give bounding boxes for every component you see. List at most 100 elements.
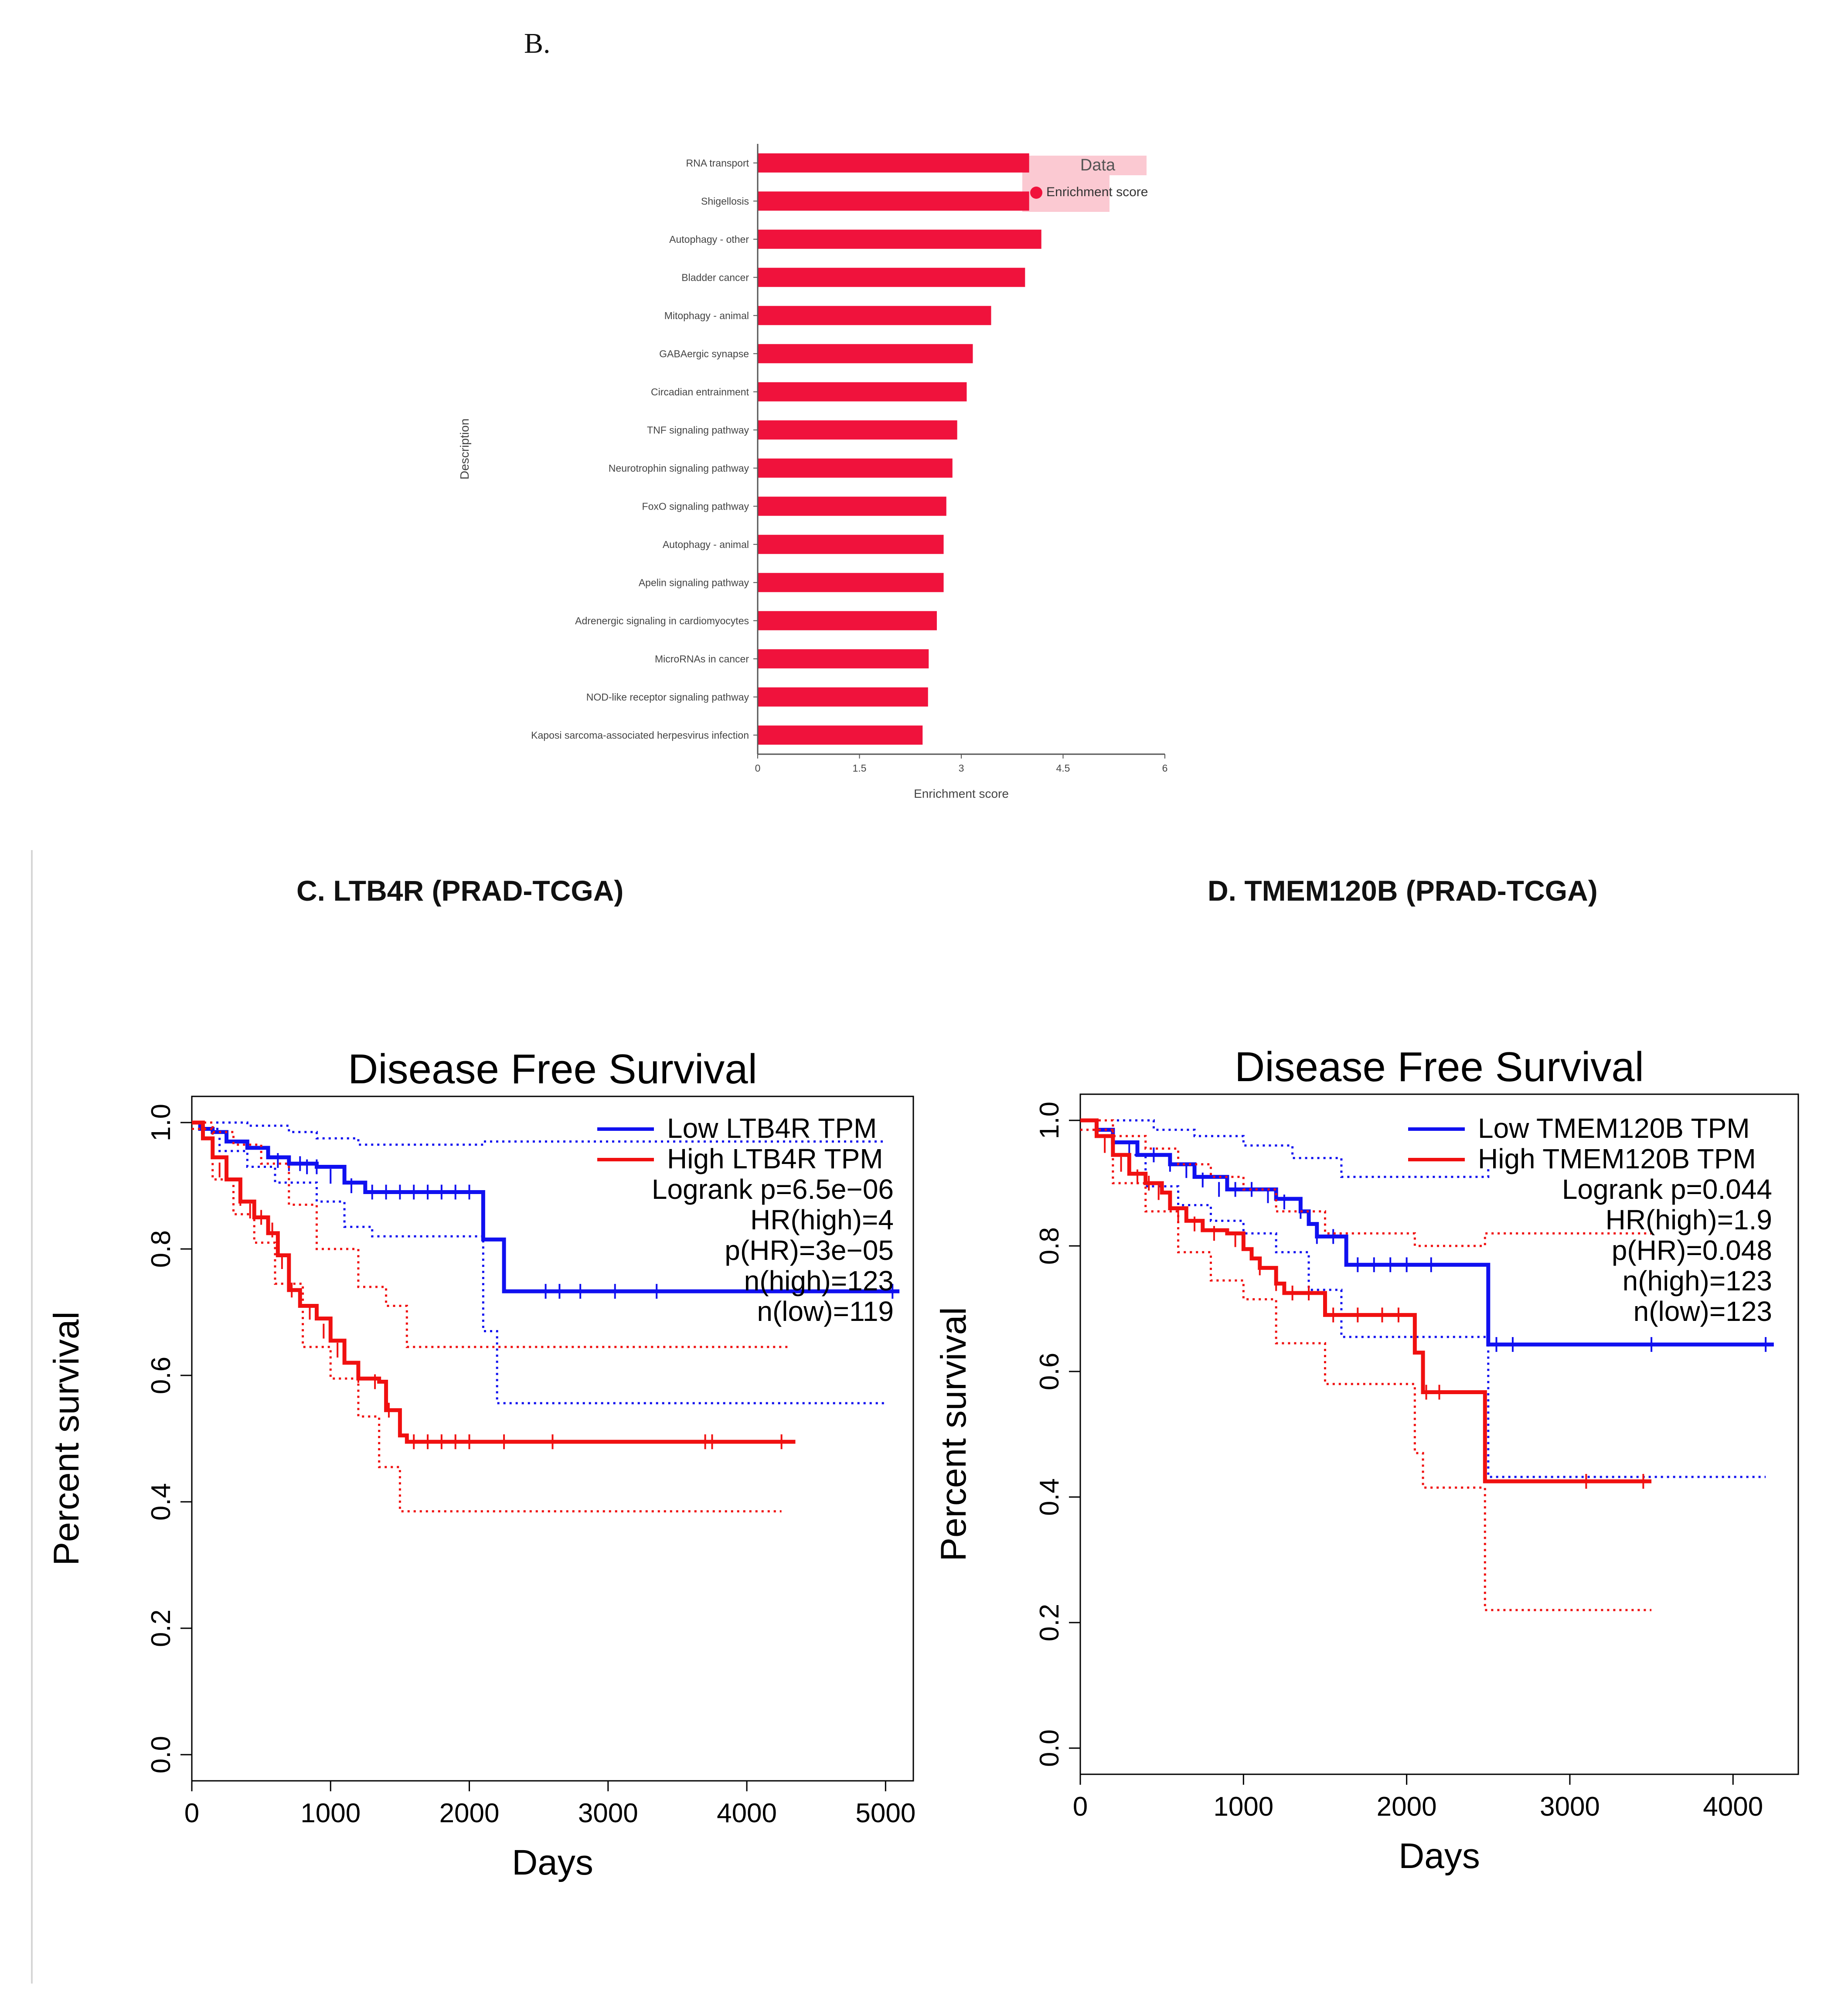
- high-survival-curve: [192, 1120, 796, 1444]
- category-label: Mitophagy - animal: [664, 310, 749, 321]
- x-tick-label: 5000: [855, 1798, 915, 1828]
- x-tick-label: 0: [184, 1798, 199, 1828]
- bar: [758, 725, 923, 745]
- legend-marker: [1030, 187, 1042, 199]
- stats-text: Logrank p=6.5e−06: [652, 1174, 894, 1205]
- low-lower-ci-line: [192, 1128, 886, 1405]
- plot-title: Disease Free Survival: [1235, 1044, 1644, 1090]
- left-divider-line: [31, 850, 33, 1984]
- category-label: TNF signaling pathway: [647, 424, 749, 436]
- high-lower-ci-line: [1080, 1129, 1652, 1611]
- bar: [758, 458, 953, 478]
- bar: [758, 306, 991, 325]
- legend-title: Data: [1080, 156, 1116, 174]
- legend-label: High TMEM120B TPM: [1478, 1143, 1756, 1174]
- category-label: Bladder cancer: [681, 272, 749, 283]
- panel-c-title: C. LTB4R (PRAD-TCGA): [296, 875, 624, 907]
- panel-d-title: D. TMEM120B (PRAD-TCGA): [1208, 875, 1598, 907]
- y-tick-label: 0.0: [146, 1736, 176, 1773]
- y-tick-label: 0.0: [1035, 1729, 1065, 1767]
- y-tick-label: 0.4: [146, 1483, 176, 1521]
- x-tick-label: 6: [1162, 762, 1168, 774]
- category-label: GABAergic synapse: [659, 348, 749, 359]
- high-lower-ci-line: [192, 1128, 782, 1513]
- stats-text: n(low)=123: [1634, 1296, 1772, 1327]
- category-label: Circadian entrainment: [651, 386, 749, 398]
- bar: [758, 268, 1025, 287]
- stats-text: p(HR)=3e−05: [725, 1235, 894, 1266]
- x-tick-label: 3: [959, 762, 964, 774]
- stats-text: n(high)=123: [1623, 1265, 1772, 1296]
- category-label: Adrenergic signaling in cardiomyocytes: [575, 615, 749, 626]
- x-tick-label: 1.5: [853, 762, 867, 774]
- stats-text: p(HR)=0.048: [1612, 1235, 1772, 1266]
- plot-frame: [1079, 1093, 1799, 1775]
- stats-text: n(high)=123: [744, 1265, 894, 1296]
- stats-text: HR(high)=4: [750, 1204, 894, 1235]
- stats-text: Logrank p=0.044: [1562, 1174, 1772, 1205]
- enrichment-bar-chart: RNA transport Shigellosis Autophagy - othe…: [458, 144, 1168, 800]
- x-axis-label: Days: [1399, 1836, 1480, 1876]
- bar: [758, 153, 1029, 173]
- x-tick-label: 3000: [1540, 1792, 1600, 1822]
- legend-label: High LTB4R TPM: [667, 1143, 883, 1174]
- category-label: Kaposi sarcoma-associated herpesvirus in…: [531, 729, 749, 741]
- y-tick-label: 0.6: [146, 1357, 176, 1394]
- x-axis-label: Days: [512, 1843, 593, 1882]
- bar: [758, 344, 973, 364]
- category-label: MicroRNAs in cancer: [655, 653, 749, 664]
- y-axis-label: Percent survival: [47, 1311, 86, 1565]
- x-tick-label: 4000: [717, 1798, 777, 1828]
- bar: [758, 382, 967, 402]
- legend-title-box: [1022, 156, 1147, 175]
- y-tick-label: 0.4: [1035, 1478, 1065, 1516]
- category-label: Autophagy - animal: [663, 539, 749, 550]
- bar: [758, 534, 944, 554]
- x-tick-label: 0: [755, 762, 761, 774]
- bar: [758, 229, 1041, 249]
- x-tick-label: 2000: [1377, 1792, 1437, 1822]
- low-upper-ci-line: [1080, 1119, 1490, 1178]
- ltb4r-survival-plot: Disease Free Survival 0.0 0.2 0.4 0.6 0.8 1.0 0…: [47, 1046, 915, 1882]
- legend-label: Low LTB4R TPM: [667, 1113, 877, 1144]
- low-upper-ci-line: [192, 1121, 886, 1146]
- panel-b-label: B.: [524, 27, 551, 59]
- plot-frame: [191, 1096, 914, 1782]
- high-upper-ci-line: [1080, 1119, 1652, 1247]
- bar: [758, 687, 928, 707]
- category-label: Neurotrophin signaling pathway: [609, 463, 749, 474]
- bar: [758, 573, 944, 592]
- y-tick-label: 0.2: [1035, 1604, 1065, 1641]
- legend-entry-label: Enrichment score: [1046, 185, 1148, 199]
- bar: [758, 649, 929, 669]
- bar: [758, 497, 946, 516]
- x-tick-label: 4.5: [1056, 762, 1070, 774]
- y-axis-label: Percent survival: [934, 1307, 973, 1561]
- x-tick-label: 0: [1073, 1792, 1088, 1822]
- stats-text: HR(high)=1.9: [1606, 1204, 1772, 1235]
- bar: [758, 611, 937, 630]
- category-label: NOD-like receptor signaling pathway: [586, 691, 749, 703]
- x-tick-label: 2000: [439, 1798, 500, 1828]
- y-tick-label: 0.8: [146, 1230, 176, 1268]
- category-label: Apelin signaling pathway: [639, 577, 749, 588]
- bar: [758, 420, 957, 440]
- y-tick-label: 1.0: [146, 1104, 176, 1141]
- plot-title: Disease Free Survival: [348, 1046, 757, 1092]
- category-label: RNA transport: [686, 157, 749, 169]
- y-tick-label: 0.8: [1035, 1227, 1065, 1265]
- x-tick-label: 1000: [1213, 1792, 1273, 1822]
- category-label: Autophagy - other: [669, 234, 749, 245]
- x-tick-label: 1000: [300, 1798, 361, 1828]
- x-tick-label: 3000: [578, 1798, 638, 1828]
- y-axis-label: Description: [458, 419, 471, 480]
- x-tick-label: 4000: [1703, 1792, 1763, 1822]
- y-tick-label: 0.2: [146, 1609, 176, 1647]
- bar: [758, 191, 1029, 211]
- category-label: Shigellosis: [701, 195, 749, 207]
- category-label: FoxO signaling pathway: [642, 500, 749, 512]
- legend-label: Low TMEM120B TPM: [1478, 1113, 1750, 1144]
- stats-text: n(low)=119: [757, 1296, 894, 1327]
- y-tick-label: 1.0: [1035, 1102, 1065, 1139]
- tmem120b-survival-plot: Disease Free Survival 0.0 0.2 0.4 0.6 0.8 1.0 0…: [934, 1044, 1799, 1876]
